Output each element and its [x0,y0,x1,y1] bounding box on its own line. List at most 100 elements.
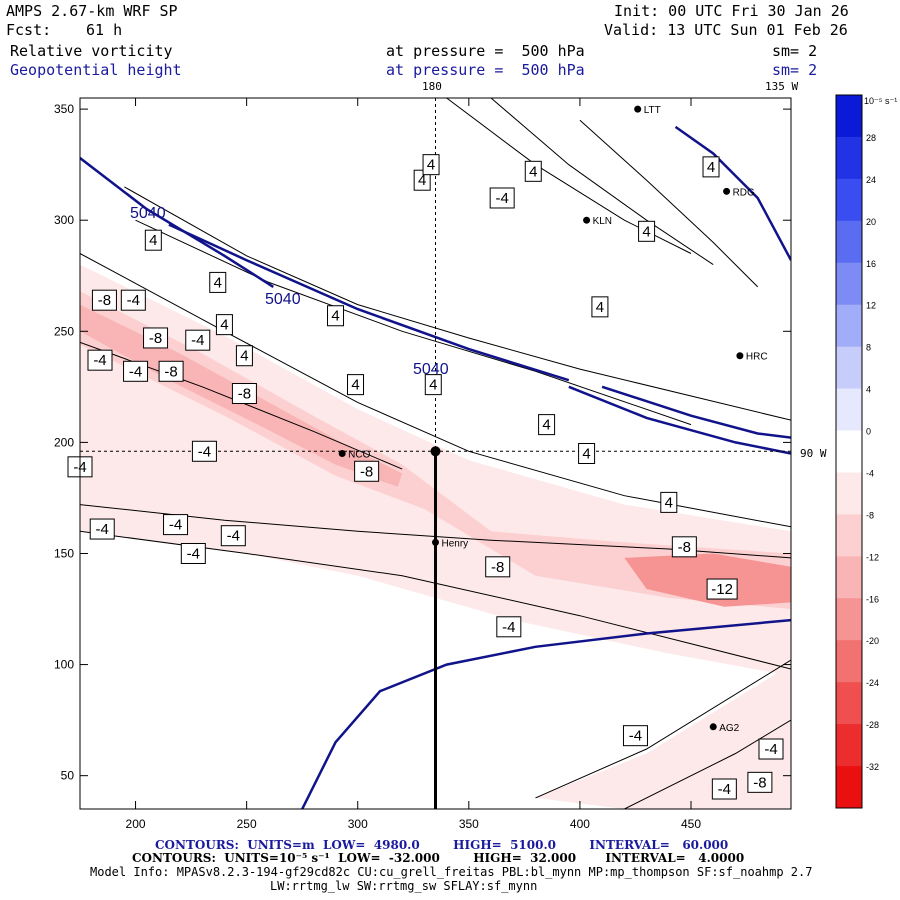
vorticity-label-box [327,305,345,327]
vorticity-contour [135,219,692,426]
vorticity-label: -4 [87,349,113,371]
vorticity-label-box [231,383,257,405]
vorticity-label-box [638,220,656,242]
valid-time: Valid: 13 UTC Sun 01 Feb 26 [604,21,848,39]
vorticity-label-text: -4 [629,728,642,745]
axes: 200 250 300 350 400 450 50 100 150 200 250 300 350 [54,98,791,831]
station-label: AG2 [719,723,739,734]
vorticity-label-text: 4 [642,223,650,240]
vorticity-label: -8 [231,383,257,405]
colorbar-tick-label: -4 [866,468,874,478]
vorticity-contour [490,98,714,266]
vorticity-label-text: -4 [127,292,140,309]
station-dot [432,538,439,546]
vorticity-label-box [578,443,596,464]
init-time: Init: 00 UTC Fri 30 Jan 26 [614,2,849,20]
colorbar-swatch [836,220,862,264]
footer-model-info: Model Info: MPASv8.2.3-194-gf29cd82c CU:… [90,865,813,879]
station-rdg: RDG [723,187,755,198]
height-contour-line [674,125,791,261]
colorbar-tick-label: -12 [866,552,879,562]
vorticity-label: -4 [123,360,149,382]
x-tick-label: 300 [348,817,368,831]
station-dot [709,723,717,731]
vorticity-label-text: 4 [351,377,359,394]
vorticity-label-text: 4 [220,317,228,334]
vorticity-label-text: -8 [164,363,177,380]
vorticity-label-text: -4 [718,781,731,798]
vorticity-label-text: -4 [96,521,109,538]
vorticity-label-box [591,296,609,318]
vorticity-label-text: 4 [331,308,339,325]
vorticity-label-box [496,616,522,638]
vorticity-label-box [747,771,773,793]
station-label: KLN [593,216,612,227]
vorticity-label: 4 [422,154,440,176]
height-contour-label: 5040 [265,291,301,308]
vorticity-label-box [671,536,697,558]
crosshair-point [430,446,441,457]
station-label: HRC [746,352,768,363]
vorticity-label-text: 4 [418,172,426,189]
y-tick-label: 250 [54,324,74,338]
vorticity-label-box [354,460,380,482]
lon-90w-label: 90 W [800,447,827,460]
x-tick-label: 250 [237,817,257,831]
vorticity-label-box [220,525,246,547]
vorticity-label: -4 [89,518,115,540]
vorticity-label-box [91,289,117,311]
vorticity-label-box [660,491,678,513]
lon-135w-label: 135 W [765,80,799,93]
station-nco: NCO [338,450,371,461]
vorticity-label-text: -8 [753,774,766,791]
vorticity-label-box [347,374,365,396]
colorbar-tick-label: 24 [866,175,876,185]
vorticity-label-box [622,725,648,747]
vorticity-label-text: 4 [240,348,248,365]
vorticity-label-box [758,738,784,760]
height-contour-label: 5040 [413,361,449,378]
vorticity-label-text: -8 [360,463,373,480]
forecast-label: Fcst: [6,21,52,39]
station-markers: LTT RDG KLN HRC NCO Henry AG2 [338,105,768,734]
vorticity-label-box [180,542,206,564]
height-contour-line [301,618,791,809]
vorticity-contour [535,659,791,799]
vorticity-label-box [524,160,542,182]
vorticity-label-text: 4 [429,377,437,394]
colorbar-tick-label: -8 [866,510,874,520]
colorbar-swatch [836,136,862,180]
model-title: AMPS 2.67-km WRF SP [6,2,178,20]
vorticity-label: -4 [120,289,146,311]
vorticity-label-box [706,578,738,600]
colorbar-tick-label: -16 [866,594,879,604]
y-tick-label: 100 [54,658,74,672]
vorticity-label-text: 4 [529,163,537,180]
vorticity-label-box [424,374,442,396]
vorticity-label-box [209,271,227,293]
vorticity-contour [624,719,791,809]
vorticity-label-box [185,329,211,351]
vorticity-label-box [158,360,184,382]
colorbar-swatch [836,766,862,809]
colorbar-tick-label: -24 [866,678,879,688]
vorticity-label: -4 [180,542,206,564]
vorticity-label-text: -8 [238,386,251,403]
y-tick-label: 350 [54,102,74,116]
lon-180-label: 180 [422,80,442,93]
vorticity-label: -4 [489,187,515,209]
vorticity-label: -8 [485,556,511,578]
vorticity-label-text: -4 [191,332,204,349]
colorbar-swatch [836,430,862,473]
vorticity-label: -8 [354,460,380,482]
footer-height-contours: CONTOURS: UNITS=m LOW= 4980.0 HIGH= 5100… [155,838,729,852]
colorbar-swatch [836,388,862,432]
vorticity-label-text: -8 [678,539,691,556]
vorticity-contour [80,253,791,528]
x-tick-label: 350 [459,817,479,831]
vorticity-label-box [191,440,217,462]
colorbar-tick-label: 20 [866,217,876,227]
colorbar-tick-label: 8 [866,343,871,353]
vorticity-label-text: 4 [149,232,157,249]
vorticity-label: 4 [538,414,556,436]
